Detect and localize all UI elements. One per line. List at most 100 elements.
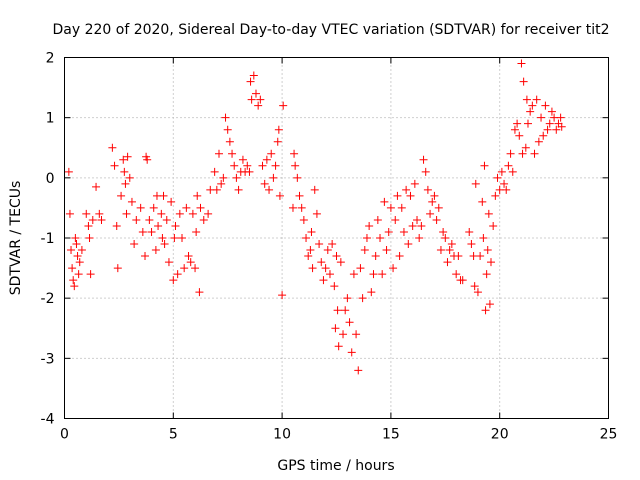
data-point (65, 209, 74, 218)
data-point (434, 203, 443, 212)
data-point (195, 288, 204, 297)
x-tick-label: 0 (60, 427, 69, 443)
data-point (358, 294, 367, 303)
data-point (121, 179, 130, 188)
data-point (473, 288, 482, 297)
data-point (154, 221, 163, 230)
y-tick-label: -2 (41, 291, 55, 307)
data-point (356, 264, 365, 273)
data-point (481, 306, 490, 315)
data-point (186, 258, 195, 267)
data-point (436, 246, 445, 255)
data-point (486, 258, 495, 267)
data-point (112, 221, 121, 230)
data-point (304, 252, 313, 261)
data-point (467, 240, 476, 249)
data-point (108, 143, 117, 152)
data-point (534, 137, 543, 146)
data-point (70, 282, 79, 291)
data-point (230, 161, 239, 170)
data-point (319, 276, 328, 285)
data-point (141, 252, 150, 261)
data-point (328, 240, 337, 249)
data-point (421, 167, 430, 176)
data-point (483, 246, 492, 255)
data-point (278, 291, 287, 300)
data-point (219, 173, 228, 182)
x-tick-label: 15 (382, 427, 400, 443)
data-point (339, 330, 348, 339)
data-point (360, 246, 369, 255)
data-point (293, 173, 302, 182)
data-point (371, 252, 380, 261)
data-point (482, 270, 491, 279)
data-point (526, 107, 535, 116)
data-point (225, 137, 234, 146)
data-point (67, 246, 76, 255)
data-point (404, 240, 413, 249)
data-point (532, 95, 541, 104)
data-point (246, 77, 255, 86)
data-point (299, 215, 308, 224)
data-point (452, 270, 461, 279)
data-point (402, 185, 411, 194)
data-point (97, 215, 106, 224)
data-point (210, 167, 219, 176)
data-point (485, 300, 494, 309)
data-point (228, 149, 237, 158)
data-point (489, 221, 498, 230)
data-point (73, 252, 82, 261)
data-point (476, 252, 485, 261)
data-point (68, 264, 77, 273)
data-point (423, 185, 432, 194)
data-point (518, 149, 527, 158)
data-point (110, 161, 119, 170)
data-point (445, 246, 454, 255)
data-point (426, 209, 435, 218)
data-point (191, 264, 200, 273)
data-point (160, 240, 169, 249)
data-point (95, 209, 104, 218)
data-point (290, 149, 299, 158)
data-point (470, 282, 479, 291)
data-point (143, 155, 152, 164)
data-point (315, 240, 324, 249)
data-point (539, 131, 548, 140)
data-point (265, 185, 274, 194)
data-point (504, 161, 513, 170)
data-point (122, 209, 131, 218)
data-point (247, 95, 256, 104)
data-point (380, 197, 389, 206)
data-point (249, 71, 258, 80)
data-point (384, 227, 393, 236)
data-point (275, 191, 284, 200)
data-point (123, 152, 132, 161)
data-point (310, 185, 319, 194)
y-tick-label: 0 (46, 171, 55, 187)
data-point (193, 191, 202, 200)
data-point (196, 203, 205, 212)
data-point (345, 318, 354, 327)
x-tick-label: 20 (491, 427, 509, 443)
data-point (454, 252, 463, 261)
data-point (441, 234, 450, 242)
x-tick-label: 10 (273, 427, 291, 443)
data-point (173, 270, 182, 279)
data-point (192, 227, 201, 236)
data-point (180, 264, 189, 273)
data-point (373, 215, 382, 224)
data-point (88, 215, 97, 224)
data-point (232, 173, 241, 182)
y-tick-label: -1 (41, 231, 55, 247)
data-point (77, 246, 86, 255)
data-point (178, 234, 187, 242)
y-tick-label: 2 (46, 51, 55, 67)
data-point (245, 167, 254, 176)
data-point (389, 264, 398, 273)
data-point (545, 119, 554, 128)
data-point (84, 221, 93, 230)
data-point (506, 149, 515, 158)
data-point (465, 227, 474, 236)
